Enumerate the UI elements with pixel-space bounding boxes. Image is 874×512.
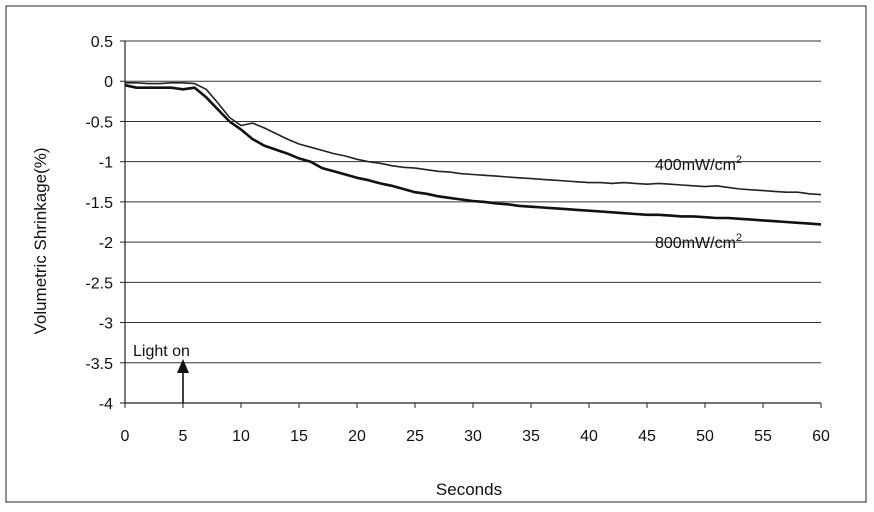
x-tick-label: 5 bbox=[179, 428, 188, 445]
y-tick-label: -3 bbox=[99, 316, 113, 333]
chart-border bbox=[5, 5, 867, 503]
series-label-text: 400mW/cm bbox=[655, 157, 736, 174]
x-tick-label: 50 bbox=[696, 428, 714, 445]
x-tick-label: 10 bbox=[232, 428, 250, 445]
x-tick-label: 0 bbox=[121, 428, 130, 445]
x-tick-label: 30 bbox=[464, 428, 482, 445]
series-label-2: 800mW/cm2 bbox=[655, 232, 742, 252]
y-tick-label: -4 bbox=[99, 396, 113, 413]
y-axis-label: Volumetric Shrinkage(%) bbox=[31, 147, 50, 334]
series-label-superscript: 2 bbox=[736, 232, 742, 244]
x-tick-labels: 0 5 10 15 20 25 30 35 40 45 50 55 60 bbox=[121, 428, 830, 445]
x-tick-label: 25 bbox=[406, 428, 424, 445]
y-tick-label: -2 bbox=[99, 235, 113, 252]
axes bbox=[120, 40, 822, 408]
series-label-text: 800mW/cm bbox=[655, 235, 736, 252]
x-tick-label: 35 bbox=[522, 428, 540, 445]
x-tick-label: 55 bbox=[754, 428, 772, 445]
y-tick-label: -1.5 bbox=[85, 195, 113, 212]
series-line-2 bbox=[124, 83, 822, 226]
annotations: Light on bbox=[133, 343, 190, 403]
y-tick-labels: 0.5 0 -0.5 -1 -1.5 -2 -2.5 -3 -3.5 -4 bbox=[85, 34, 113, 413]
x-axis-label: Seconds bbox=[436, 480, 502, 499]
y-tick-label: -3.5 bbox=[85, 356, 113, 373]
series-label-superscript: 2 bbox=[736, 154, 742, 166]
x-tick-label: 60 bbox=[812, 428, 830, 445]
y-tick-label: 0 bbox=[104, 74, 113, 91]
y-tick-label: -0.5 bbox=[85, 114, 113, 131]
series-label-1: 400mW/cm2 bbox=[655, 154, 742, 174]
x-tick-label: 15 bbox=[290, 428, 308, 445]
annotation-arrow-head bbox=[177, 359, 189, 373]
x-tick-label: 45 bbox=[638, 428, 656, 445]
series-line-1 bbox=[125, 82, 822, 196]
x-tick-label: 40 bbox=[580, 428, 598, 445]
series-lines bbox=[124, 82, 822, 226]
annotation-label: Light on bbox=[133, 343, 190, 360]
x-tick-label: 20 bbox=[348, 428, 366, 445]
y-tick-label: -2.5 bbox=[85, 275, 113, 292]
y-tick-label: -1 bbox=[99, 155, 113, 172]
y-tick-label: 0.5 bbox=[91, 34, 113, 51]
